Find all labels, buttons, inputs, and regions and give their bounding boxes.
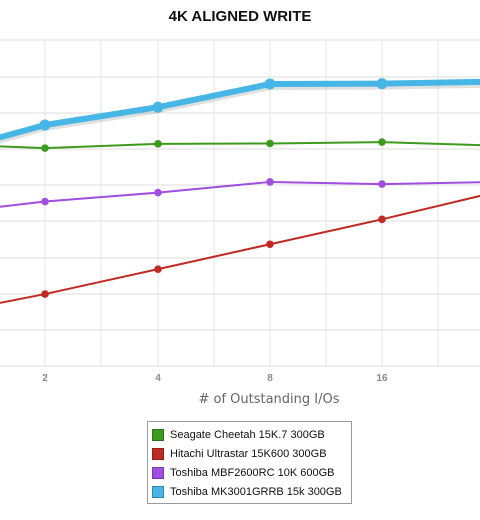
legend-item: Toshiba MBF2600RC 10K 600GB [148,463,351,482]
legend-swatch [152,428,164,441]
data-point [39,119,51,131]
series-4 [0,78,480,144]
series-line [0,180,480,208]
series-3 [0,178,480,208]
data-point [264,78,276,90]
data-point [378,180,386,188]
legend: Seagate Cheetah 15K.7 300GB Hitachi Ultra… [147,421,352,504]
x-tick-label: 8 [267,373,273,384]
data-point [266,178,274,186]
x-tick-label: 2 [42,373,48,384]
data-point [378,215,386,224]
x-axis-ticks: 2 4 8 16 [42,373,388,384]
data-point [266,240,274,249]
chart-title: 4K ALIGNED WRITE [168,8,312,25]
data-point [376,78,388,90]
series-1 [0,138,480,152]
legend-swatch [152,447,164,460]
series-line [0,78,480,141]
data-point [378,138,386,146]
data-point [41,290,49,298]
legend-item: Hitachi Ultrastar 15K600 300GB [148,444,351,463]
x-tick-label: 16 [376,373,388,384]
data-point [154,140,162,148]
x-axis-label: # of Outstanding I/Os [198,392,339,407]
data-point [154,265,162,273]
legend-label: Toshiba MBF2600RC 10K 600GB [170,466,335,479]
data-point [266,139,274,148]
legend-item: Toshiba MK3001GRRB 15k 300GB [148,482,351,501]
series-lines [0,78,480,304]
legend-swatch [152,466,164,479]
data-point [41,144,49,152]
legend-swatch [152,485,164,498]
series-line [0,141,480,150]
data-point [154,188,162,197]
legend-label: Hitachi Ultrastar 15K600 300GB [170,447,327,460]
legend-label: Toshiba MK3001GRRB 15k 300GB [170,485,342,498]
data-point [41,197,49,206]
x-tick-label: 4 [155,373,161,384]
series-line [0,194,480,304]
data-point [152,101,164,113]
legend-label: Seagate Cheetah 15K.7 300GB [170,428,325,441]
grid [0,39,480,367]
legend-item: Seagate Cheetah 15K.7 300GB [148,425,351,444]
series-2 [0,194,480,304]
